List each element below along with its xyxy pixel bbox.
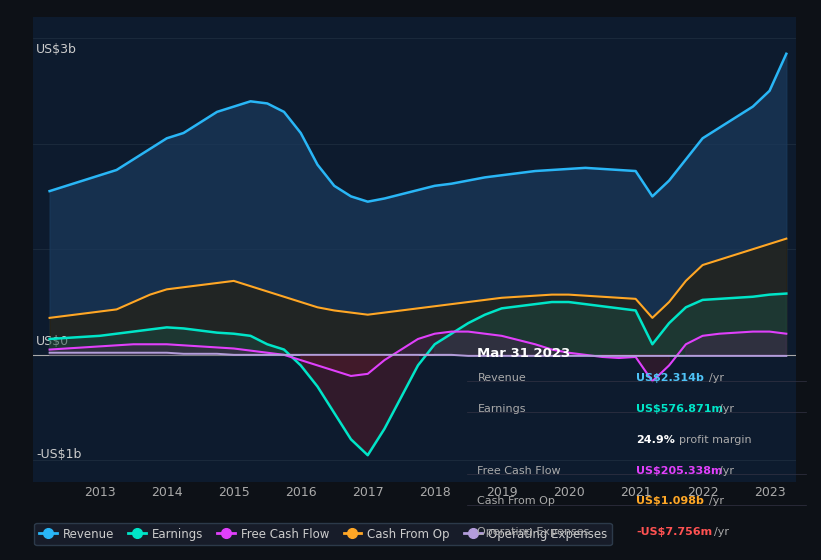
Text: Operating Expenses: Operating Expenses	[478, 527, 589, 537]
Text: /yr: /yr	[719, 465, 734, 475]
Text: Revenue: Revenue	[478, 373, 526, 383]
Text: 24.9%: 24.9%	[636, 435, 675, 445]
Text: Earnings: Earnings	[478, 404, 526, 414]
Text: US$1.098b: US$1.098b	[636, 496, 704, 506]
Text: profit margin: profit margin	[679, 435, 751, 445]
Text: US$2.314b: US$2.314b	[636, 373, 704, 383]
Text: Cash From Op: Cash From Op	[478, 496, 555, 506]
Text: -US$7.756m: -US$7.756m	[636, 527, 713, 537]
Text: US$3b: US$3b	[36, 43, 77, 56]
Text: US$576.871m: US$576.871m	[636, 404, 723, 414]
Text: /yr: /yr	[709, 496, 723, 506]
Text: -US$1b: -US$1b	[36, 448, 81, 461]
Text: US$0: US$0	[36, 335, 69, 348]
Text: /yr: /yr	[709, 373, 723, 383]
Text: Mar 31 2023: Mar 31 2023	[478, 347, 571, 361]
Text: US$205.338m: US$205.338m	[636, 465, 722, 475]
Legend: Revenue, Earnings, Free Cash Flow, Cash From Op, Operating Expenses: Revenue, Earnings, Free Cash Flow, Cash …	[34, 523, 612, 545]
Text: Free Cash Flow: Free Cash Flow	[478, 465, 561, 475]
Text: /yr: /yr	[714, 527, 729, 537]
Text: /yr: /yr	[719, 404, 734, 414]
